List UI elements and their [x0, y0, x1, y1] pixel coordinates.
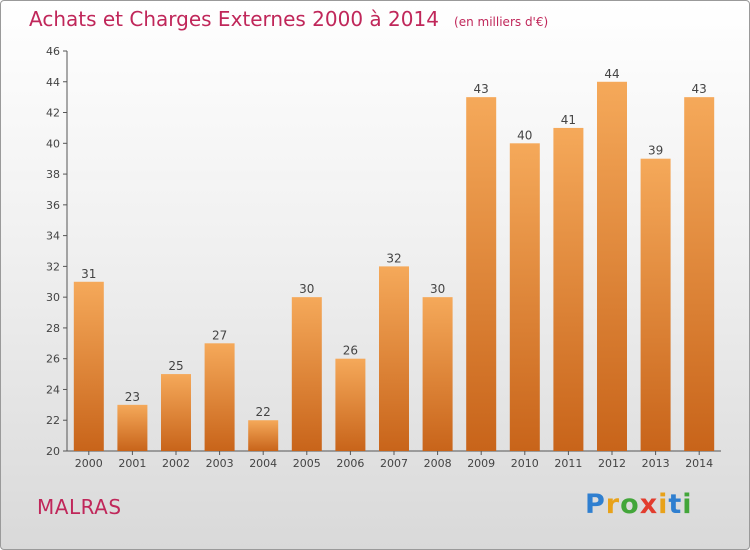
- chart-title: Achats et Charges Externes 2000 à 2014: [29, 7, 439, 31]
- bar: [161, 374, 191, 451]
- bar-value-label: 41: [561, 113, 576, 127]
- logo-letter: r: [605, 489, 621, 520]
- x-tick-label: 2005: [293, 457, 321, 470]
- bar: [379, 266, 409, 451]
- y-tick-label: 22: [46, 414, 60, 427]
- x-tick-label: 2000: [75, 457, 103, 470]
- y-tick-label: 36: [46, 199, 60, 212]
- proxiti-logo: Proxiti: [585, 489, 693, 520]
- bar: [117, 404, 148, 451]
- bar-value-label: 30: [430, 282, 445, 296]
- bar-value-label: 43: [692, 82, 707, 96]
- chart-unit-note: (en milliers d'€): [454, 15, 549, 29]
- bar-value-label: 26: [343, 344, 358, 358]
- x-tick-label: 2013: [642, 457, 670, 470]
- bar: [553, 127, 584, 451]
- x-tick-label: 2006: [336, 457, 364, 470]
- logo-letter: i: [682, 489, 693, 520]
- bar-value-label: 39: [648, 144, 663, 158]
- x-tick-label: 2014: [685, 457, 713, 470]
- bar-value-label: 23: [125, 390, 140, 404]
- logo-letter: o: [620, 489, 640, 520]
- x-tick-label: 2002: [162, 457, 190, 470]
- title-row: Achats et Charges Externes 2000 à 2014 (…: [29, 7, 548, 31]
- bar-value-label: 32: [386, 251, 401, 265]
- logo-letter: i: [658, 489, 669, 520]
- y-tick-label: 30: [46, 291, 60, 304]
- bar: [73, 281, 104, 451]
- y-tick-label: 34: [46, 230, 60, 243]
- x-tick-label: 2001: [118, 457, 146, 470]
- y-tick-label: 42: [46, 107, 60, 120]
- x-tick-label: 2010: [511, 457, 539, 470]
- bar-value-label: 25: [168, 359, 183, 373]
- bar-value-label: 31: [81, 267, 96, 281]
- bar: [248, 420, 279, 451]
- y-tick-label: 24: [46, 383, 60, 396]
- y-tick-label: 26: [46, 353, 60, 366]
- x-tick-label: 2004: [249, 457, 277, 470]
- x-tick-label: 2008: [424, 457, 452, 470]
- bar: [466, 97, 497, 452]
- x-tick-label: 2012: [598, 457, 626, 470]
- x-tick-label: 2007: [380, 457, 408, 470]
- y-tick-label: 38: [46, 168, 60, 181]
- bar: [335, 358, 366, 451]
- bar-value-label: 30: [299, 282, 314, 296]
- logo-letter: t: [668, 489, 683, 520]
- bar: [291, 297, 322, 451]
- bar-value-label: 44: [604, 67, 619, 81]
- logo-letter: P: [585, 489, 606, 520]
- bar: [509, 143, 540, 452]
- bar: [640, 158, 671, 451]
- bar: [204, 343, 235, 451]
- x-tick-label: 2003: [206, 457, 234, 470]
- y-tick-label: 40: [46, 137, 60, 150]
- bar-value-label: 40: [517, 128, 532, 142]
- logo-letter: x: [639, 489, 659, 520]
- bar: [597, 81, 627, 452]
- y-tick-label: 44: [46, 76, 60, 89]
- commune-name: MALRAS: [37, 495, 122, 519]
- y-tick-label: 20: [46, 445, 60, 458]
- y-tick-label: 32: [46, 260, 60, 273]
- bar-value-label: 22: [256, 405, 271, 419]
- bar: [684, 97, 715, 452]
- y-tick-label: 46: [46, 45, 60, 58]
- y-tick-label: 28: [46, 322, 60, 335]
- bar-value-label: 43: [474, 82, 489, 96]
- bar: [422, 297, 453, 451]
- x-tick-label: 2009: [467, 457, 495, 470]
- x-tick-label: 2011: [554, 457, 582, 470]
- bar-value-label: 27: [212, 328, 227, 342]
